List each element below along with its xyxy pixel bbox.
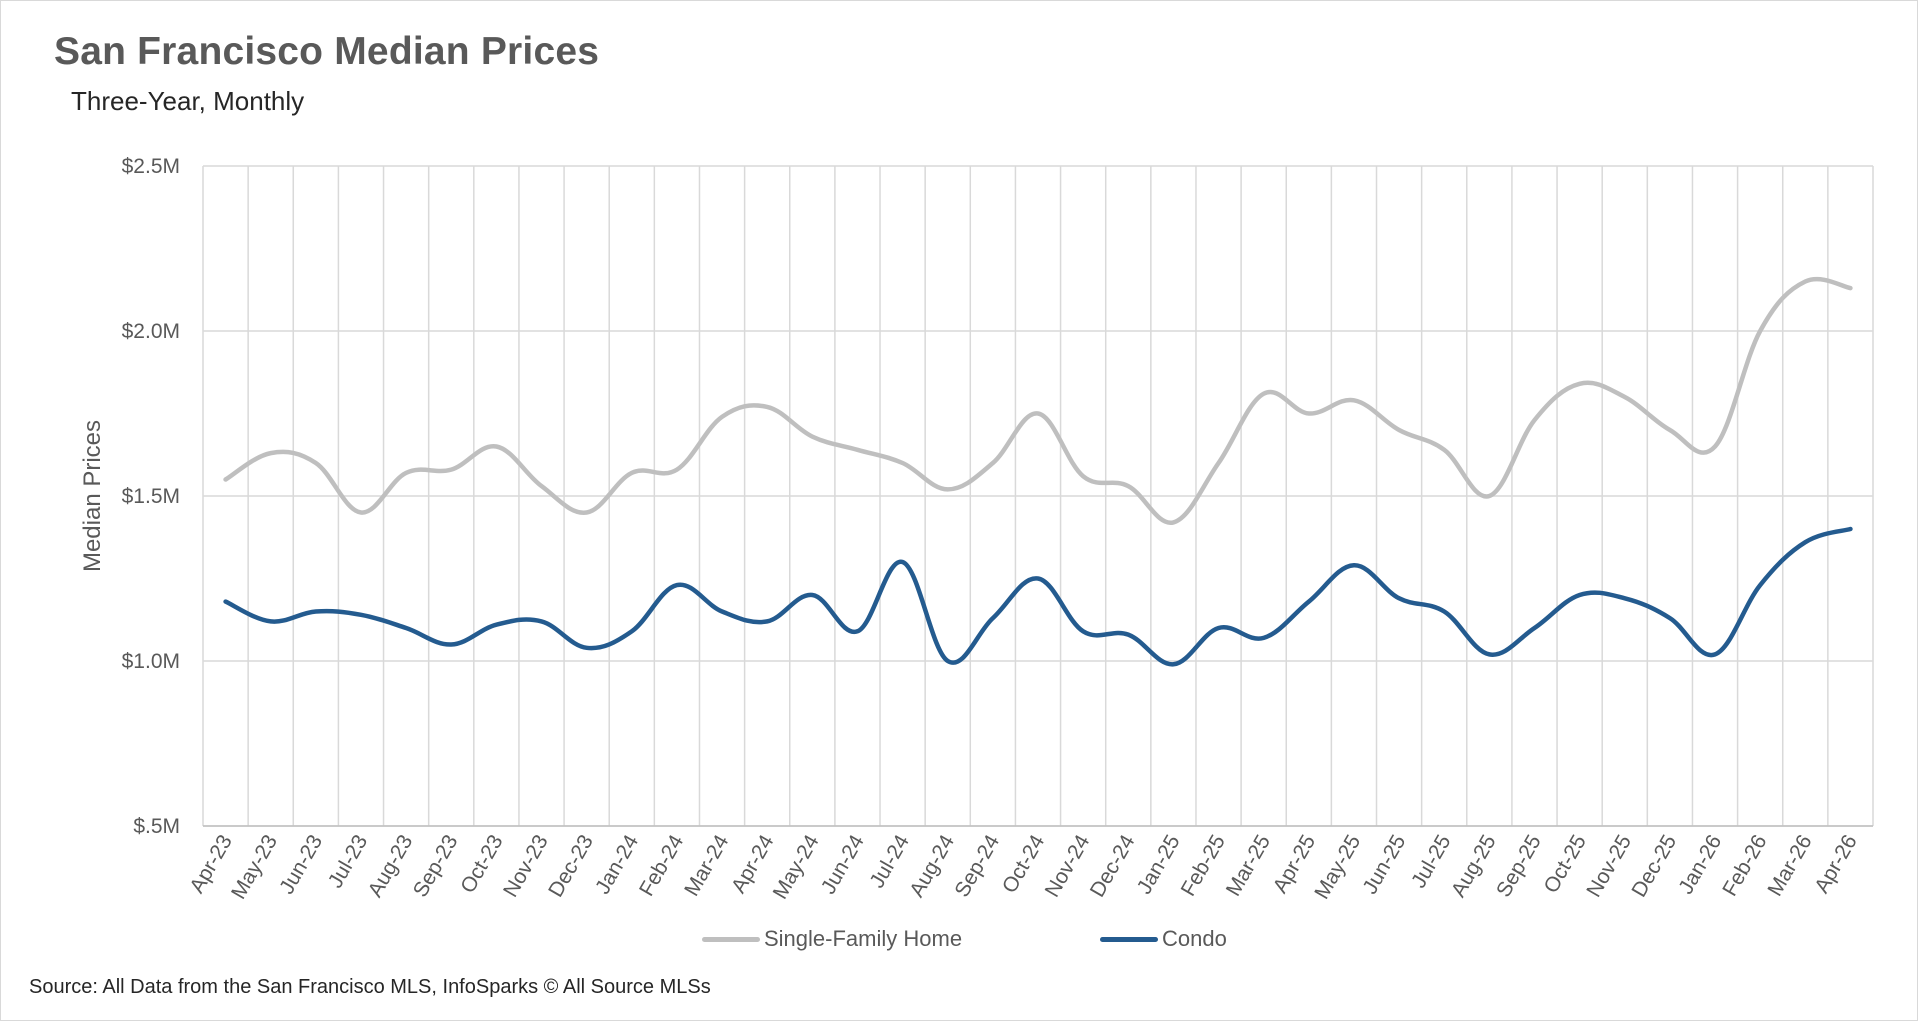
x-tick-label: Jun-25 — [1358, 831, 1410, 898]
legend-item-condo: Condo — [1100, 926, 1227, 952]
x-tick-label: Jul-24 — [865, 831, 914, 892]
y-tick-label: $1.0M — [122, 650, 180, 673]
source-note: Source: All Data from the San Francisco … — [29, 976, 711, 998]
x-tick-label: Jun-24 — [817, 831, 869, 898]
x-tick-label: Jul-23 — [324, 831, 373, 892]
x-tick-label: Jul-25 — [1407, 831, 1456, 892]
x-tick-label: Jun-23 — [275, 831, 327, 898]
x-tick-label: Mar-24 — [680, 831, 733, 900]
y-tick-label: $2.0M — [122, 320, 180, 343]
x-tick-label: Mar-26 — [1763, 831, 1816, 900]
legend-label-single-family: Single-Family Home — [764, 926, 963, 951]
legend-label-condo: Condo — [1162, 926, 1227, 951]
x-tick-label: Dec-24 — [1086, 831, 1140, 901]
x-tick-label: Dec-23 — [544, 831, 598, 901]
y-tick-label: $2.5M — [122, 155, 180, 178]
chart-title: San Francisco Median Prices — [54, 30, 600, 73]
series-line-condo — [223, 526, 1853, 667]
series-line-single-family-home — [223, 276, 1853, 525]
legend-swatch-condo — [1100, 936, 1158, 942]
x-tick-label: Sep-24 — [950, 831, 1004, 901]
legend-item-single-family: Single-Family Home — [702, 926, 962, 952]
y-tick-label: $.5M — [133, 815, 180, 838]
x-tick-label: Dec-25 — [1627, 831, 1681, 901]
x-tick-label: Mar-25 — [1222, 831, 1275, 900]
x-tick-label: Sep-25 — [1492, 831, 1546, 901]
legend-swatch-single-family — [702, 936, 760, 942]
y-tick-label: $1.5M — [122, 485, 180, 508]
chart-subtitle: Three-Year, Monthly — [71, 86, 305, 116]
y-axis-label: Median Prices — [79, 420, 106, 572]
x-tick-label: May-24 — [769, 831, 824, 903]
x-tick-label: Apr-26 — [1810, 831, 1861, 897]
x-tick-label: Sep-23 — [409, 831, 463, 901]
